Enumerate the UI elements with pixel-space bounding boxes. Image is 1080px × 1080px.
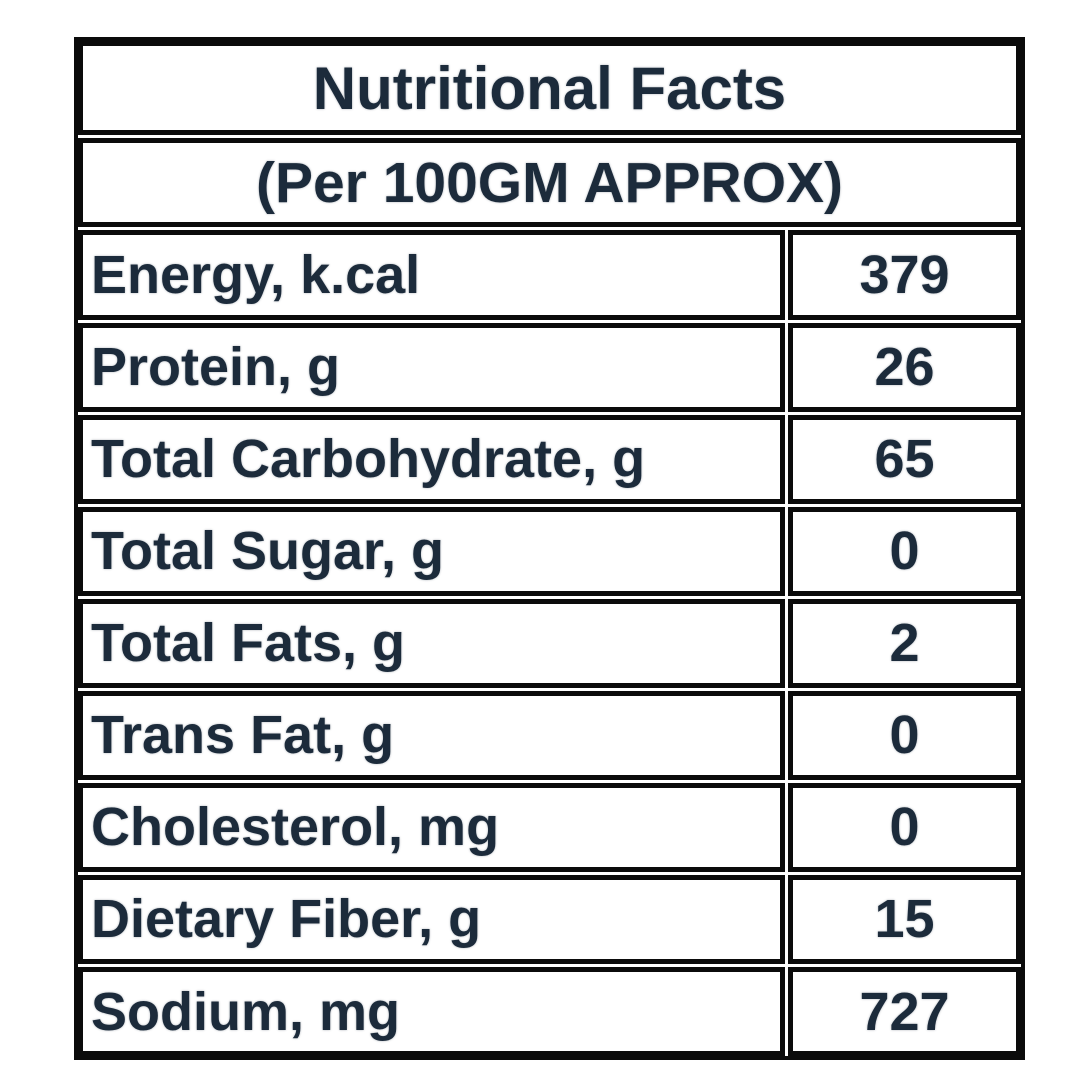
- table-row: Trans Fat, g 0: [78, 690, 1021, 780]
- table-row: Dietary Fiber, g 15: [78, 874, 1021, 964]
- row-label-cell: Cholesterol, mg: [78, 782, 785, 872]
- row-label-cell: Total Sugar, g: [78, 506, 785, 596]
- row-value-cell: 15: [788, 874, 1021, 964]
- row-label-cell: Sodium, mg: [78, 966, 785, 1057]
- row-label: Total Carbohydrate, g: [91, 429, 646, 490]
- row-label-cell: Total Fats, g: [78, 598, 785, 688]
- nutrition-facts-table: Nutritional Facts (Per 100GM APPROX) Ene…: [74, 37, 1025, 1060]
- row-value: 379: [859, 245, 950, 305]
- table-subtitle: (Per 100GM APPROX): [255, 150, 844, 215]
- row-label: Total Fats, g: [91, 613, 406, 674]
- row-value: 727: [859, 981, 950, 1042]
- subtitle-cell: (Per 100GM APPROX): [78, 138, 1021, 228]
- row-value-cell: 0: [788, 506, 1021, 596]
- row-label-cell: Total Carbohydrate, g: [78, 414, 785, 504]
- row-value-cell: 2: [788, 598, 1021, 688]
- table-row: Total Carbohydrate, g 65: [78, 414, 1021, 504]
- title-cell: Nutritional Facts: [78, 41, 1021, 136]
- row-label-cell: Protein, g: [78, 322, 785, 412]
- row-value-cell: 65: [788, 414, 1021, 504]
- row-label-cell: Trans Fat, g: [78, 690, 785, 780]
- row-label-cell: Energy, k.cal: [78, 230, 785, 320]
- row-label: Sodium, mg: [91, 981, 400, 1042]
- row-label: Total Sugar, g: [91, 521, 445, 582]
- row-label-cell: Dietary Fiber, g: [78, 874, 785, 964]
- row-value: 0: [889, 797, 920, 858]
- table-subtitle-row: (Per 100GM APPROX): [78, 138, 1021, 228]
- row-value-cell: 0: [788, 690, 1021, 780]
- row-value: 26: [874, 337, 935, 398]
- table-row: Protein, g 26: [78, 322, 1021, 412]
- row-value-cell: 0: [788, 782, 1021, 872]
- table-title: Nutritional Facts: [312, 54, 787, 122]
- row-value: 65: [874, 429, 935, 490]
- row-value: 0: [889, 705, 920, 766]
- row-value: 0: [889, 521, 920, 582]
- row-value-cell: 727: [788, 966, 1021, 1057]
- row-label: Energy, k.cal: [91, 245, 421, 305]
- table-row: Energy, k.cal 379: [78, 230, 1021, 320]
- table-row: Total Sugar, g 0: [78, 506, 1021, 596]
- row-label: Protein, g: [91, 337, 341, 398]
- table-row: Sodium, mg 727: [78, 966, 1021, 1057]
- table-title-row: Nutritional Facts: [78, 41, 1021, 136]
- row-label: Trans Fat, g: [91, 705, 395, 766]
- row-value-cell: 26: [788, 322, 1021, 412]
- table-row: Total Fats, g 2: [78, 598, 1021, 688]
- row-value: 2: [889, 613, 920, 674]
- table-row: Cholesterol, mg 0: [78, 782, 1021, 872]
- row-value: 15: [874, 889, 935, 950]
- row-label: Cholesterol, mg: [91, 797, 500, 858]
- row-label: Dietary Fiber, g: [91, 889, 482, 950]
- row-value-cell: 379: [788, 230, 1021, 320]
